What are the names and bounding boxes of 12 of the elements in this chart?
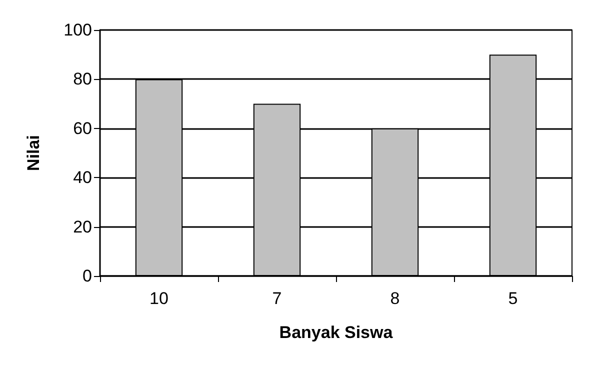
- y-tick-label: 80: [73, 70, 92, 89]
- y-tick-label: 60: [73, 118, 92, 138]
- y-axis-title: Nilai: [24, 135, 43, 171]
- x-tick-label: 10: [150, 289, 168, 308]
- x-tick-label: 5: [508, 289, 518, 308]
- x-tick-label: 7: [272, 289, 282, 308]
- y-tick-label: 40: [73, 168, 92, 188]
- y-tick-label: 0: [82, 266, 92, 286]
- y-tick-label: 20: [73, 217, 92, 236]
- x-axis-title: Banyak Siswa: [279, 323, 394, 342]
- y-tick-label: 100: [64, 20, 92, 40]
- x-tick-label: 8: [390, 289, 400, 308]
